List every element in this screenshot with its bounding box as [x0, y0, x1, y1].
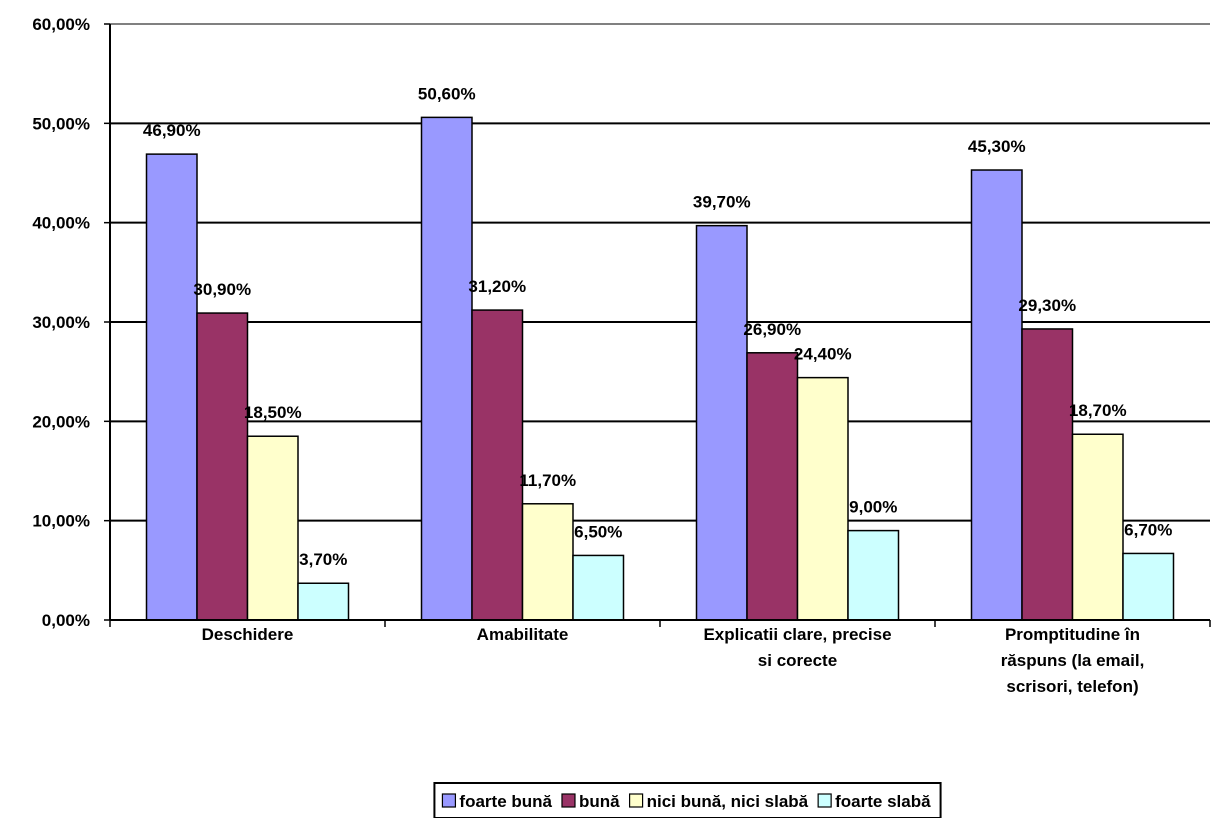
y-axis-ticks: 0,00% 10,00% 20,00% 30,00% 40,00% 50,00% 60,00…: [32, 15, 90, 630]
x-tick-label: Deschidere: [202, 625, 294, 644]
y-tick-label: 60,00%: [32, 15, 90, 34]
bar: [1122, 552, 1175, 621]
bar: [572, 554, 625, 621]
y-tick-label: 50,00%: [32, 114, 90, 133]
legend-box: [433, 782, 942, 818]
data-label: 29,30%: [1018, 296, 1076, 315]
bar: [796, 376, 849, 621]
data-label: 39,70%: [693, 193, 751, 212]
data-labels: 46,90% 30,90% 18,50% 3,70% 50,60% 31,20% 11,70…: [143, 84, 1172, 569]
data-label: 11,70%: [519, 471, 576, 490]
legend-swatch: [561, 793, 576, 808]
data-label: 18,50%: [244, 403, 302, 422]
y-tick-label: 0,00%: [42, 611, 90, 630]
data-label: 45,30%: [968, 137, 1026, 156]
bar: [420, 116, 473, 621]
bar: [970, 169, 1023, 621]
data-label: 6,50%: [574, 522, 622, 541]
legend: foarte bună bună nici bună, nici slabă foar…: [433, 782, 942, 818]
legend-swatch: [817, 793, 832, 808]
bar: [297, 582, 350, 621]
legend-swatch: [628, 793, 644, 808]
legend-swatch: [441, 793, 457, 808]
y-tick-label: 20,00%: [32, 412, 90, 431]
bar: [196, 312, 249, 621]
axes: [104, 23, 1211, 627]
data-label: 24,40%: [794, 345, 852, 364]
data-label: 31,20%: [468, 277, 526, 296]
x-tick-label: Explicatii clare, precise si corecte: [703, 625, 891, 670]
bar: [145, 153, 198, 621]
bars: [145, 116, 1175, 621]
x-axis-ticks: Deschidere Amabilitate Explicatii clare, p…: [202, 625, 1145, 696]
data-label: 9,00%: [849, 498, 897, 517]
legend-label: foarte slabă: [835, 792, 931, 811]
y-tick-label: 40,00%: [32, 214, 90, 233]
bar: [1071, 433, 1124, 621]
data-label: 6,70%: [1124, 520, 1172, 539]
legend-label: bună: [579, 792, 620, 811]
x-tick-label: Amabilitate: [477, 625, 569, 644]
bar: [246, 435, 299, 621]
y-tick-label: 30,00%: [32, 313, 90, 332]
data-label: 26,90%: [743, 320, 801, 339]
data-label: 30,90%: [193, 280, 251, 299]
bar: [1021, 328, 1074, 621]
data-label: 3,70%: [299, 550, 347, 569]
data-label: 50,60%: [418, 84, 476, 103]
bar: [521, 503, 574, 621]
data-label: 18,70%: [1069, 401, 1127, 420]
bar: [471, 309, 524, 621]
bar: [695, 224, 748, 621]
bar: [847, 529, 900, 621]
x-tick-label: Promptitudine în răspuns (la email, scriso…: [1001, 625, 1145, 696]
legend-label: foarte bună: [459, 792, 552, 811]
legend-label: nici bună, nici slabă: [647, 792, 809, 811]
y-tick-label: 10,00%: [32, 512, 90, 531]
data-label: 46,90%: [143, 121, 201, 140]
bar: [746, 352, 799, 621]
